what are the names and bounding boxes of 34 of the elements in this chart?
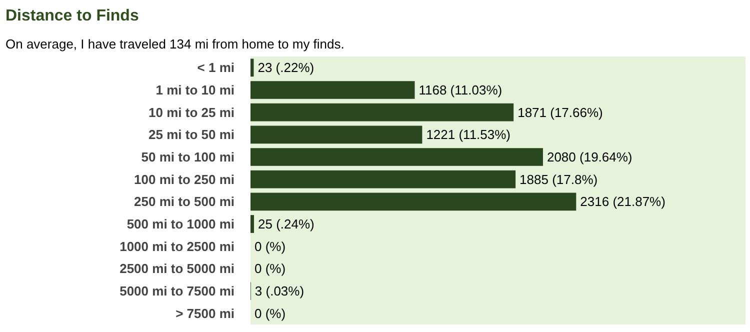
- data-label: 0 (%): [254, 261, 286, 276]
- y-tick-label: 100 mi to 250 mi: [134, 172, 235, 187]
- bar: [250, 192, 576, 211]
- data-label: 2080 (19.64%): [546, 150, 632, 164]
- y-tick-label: 2500 mi to 5000 mi: [120, 261, 235, 276]
- bar: [250, 81, 415, 99]
- bar: [250, 215, 254, 233]
- data-label: 1885 (17.8%): [520, 172, 598, 187]
- data-label: 0 (%): [254, 238, 286, 254]
- data-label: 0 (%): [254, 306, 286, 321]
- bar: [250, 103, 514, 122]
- data-label: 23 (.22%): [258, 60, 314, 76]
- data-label: 2316 (21.87%): [580, 194, 666, 210]
- bar: [250, 126, 422, 144]
- chart-subtitle: On average, I have traveled 134 mi from home to my finds.: [6, 36, 344, 52]
- data-label: 1871 (17.66%): [518, 104, 603, 120]
- y-tick-label: 50 mi to 100 mi: [141, 150, 235, 164]
- data-label: 3 (.03%): [254, 284, 304, 298]
- y-tick-label: 1 mi to 10 mi: [156, 82, 234, 98]
- bar: [250, 58, 254, 77]
- y-tick-label: 10 mi to 25 mi: [148, 104, 235, 120]
- y-tick-label: > 7500 mi: [176, 306, 234, 321]
- y-tick-label: < 1 mi: [197, 60, 234, 76]
- data-label: 1221 (11.53%): [426, 127, 511, 142]
- y-tick-label: 1000 mi to 2500 mi: [120, 238, 235, 254]
- y-tick-label: 250 mi to 500 mi: [134, 194, 235, 210]
- data-label: 1168 (11.03%): [418, 82, 502, 98]
- y-tick-label: 25 mi to 50 mi: [148, 127, 235, 142]
- y-tick-label: 5000 mi to 7500 mi: [120, 284, 235, 298]
- y-tick-label: 500 mi to 1000 mi: [126, 216, 235, 232]
- bar: [250, 148, 543, 166]
- text: Distance to Finds: [6, 8, 139, 24]
- data-label: 25 (.24%): [258, 216, 314, 232]
- bar: [250, 170, 516, 188]
